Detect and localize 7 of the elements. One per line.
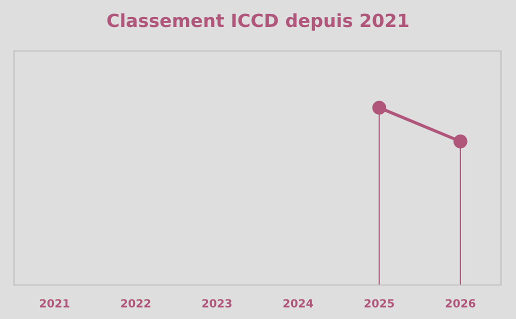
x-tick-label: 2023 [202,299,232,308]
x-tick-label: 2021 [40,299,70,308]
x-tick-label: 2024 [284,299,314,308]
chart-title: Classement ICCD depuis 2021 [107,13,408,31]
x-tick-label: 2025 [364,299,394,308]
x-tick-label: 2026 [446,299,476,308]
x-tick-label: 2022 [121,299,150,308]
